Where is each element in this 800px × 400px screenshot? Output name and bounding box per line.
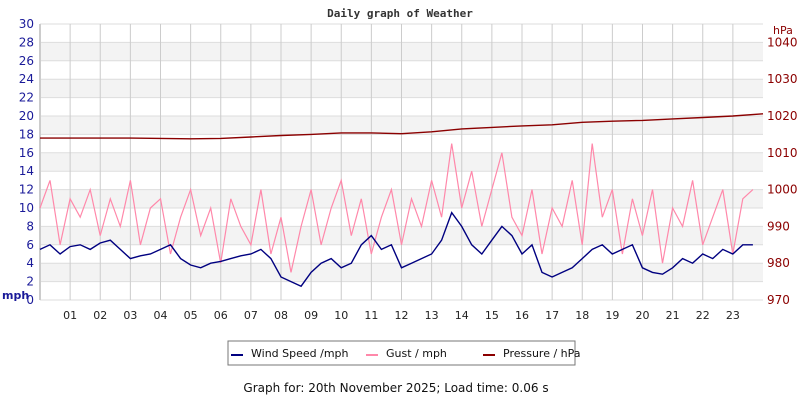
x-tick-label: 05 [184,309,198,322]
x-tick-label: 18 [575,309,589,322]
series-line-1 [39,143,754,273]
right-tick-label: 1040 [767,35,798,49]
right-tick-label: 1010 [767,146,798,160]
left-tick-label: 10 [19,201,34,215]
x-tick-label: 03 [123,309,137,322]
legend-label: Pressure / hPa [503,347,581,360]
left-axis-unit: mph [2,289,29,302]
left-tick-label: 14 [19,164,34,178]
x-tick-label: 07 [244,309,258,322]
x-tick-label: 16 [515,309,529,322]
left-tick-label: 30 [19,17,34,31]
right-tick-label: 1030 [767,72,798,86]
left-tick-label: 12 [19,183,34,197]
left-tick-label: 28 [19,35,34,49]
x-tick-label: 22 [696,309,710,322]
x-tick-label: 23 [726,309,740,322]
x-tick-label: 19 [605,309,619,322]
x-tick-label: 17 [545,309,559,322]
left-tick-label: 4 [26,256,34,270]
right-tick-label: 970 [767,293,790,307]
footer-text: Graph for: 20th November 2025; Load time… [243,381,548,395]
legend-label: Gust / mph [386,347,447,360]
right-tick-label: 1000 [767,183,798,197]
left-tick-label: 20 [19,109,34,123]
x-tick-label: 08 [274,309,288,322]
right-tick-label: 980 [767,256,790,270]
x-tick-label: 12 [395,309,409,322]
series-line-2 [40,113,764,140]
x-tick-label: 10 [334,309,348,322]
left-tick-label: 24 [19,72,34,86]
left-tick-label: 2 [26,275,34,289]
right-axis-unit: hPa [773,24,793,37]
left-tick-label: 6 [26,238,34,252]
x-tick-label: 13 [425,309,439,322]
left-tick-label: 8 [26,219,34,233]
x-tick-label: 14 [455,309,469,322]
x-tick-label: 21 [666,309,680,322]
chart-title: Daily graph of Weather [327,7,473,20]
x-tick-label: 02 [93,309,107,322]
left-tick-label: 22 [19,91,34,105]
left-tick-label: 0 [26,293,34,307]
series-line-0 [39,211,753,288]
x-tick-label: 06 [214,309,228,322]
legend-label: Wind Speed /mph [251,347,349,360]
left-tick-label: 26 [19,54,34,68]
x-tick-label: 11 [364,309,378,322]
x-tick-label: 04 [154,309,168,322]
right-tick-label: 990 [767,219,790,233]
x-tick-label: 01 [63,309,77,322]
left-tick-label: 16 [19,146,34,160]
x-tick-label: 20 [636,309,650,322]
right-tick-label: 1020 [767,109,798,123]
x-tick-label: 09 [304,309,318,322]
left-tick-label: 18 [19,127,34,141]
x-tick-label: 15 [485,309,499,322]
legend [227,340,576,366]
